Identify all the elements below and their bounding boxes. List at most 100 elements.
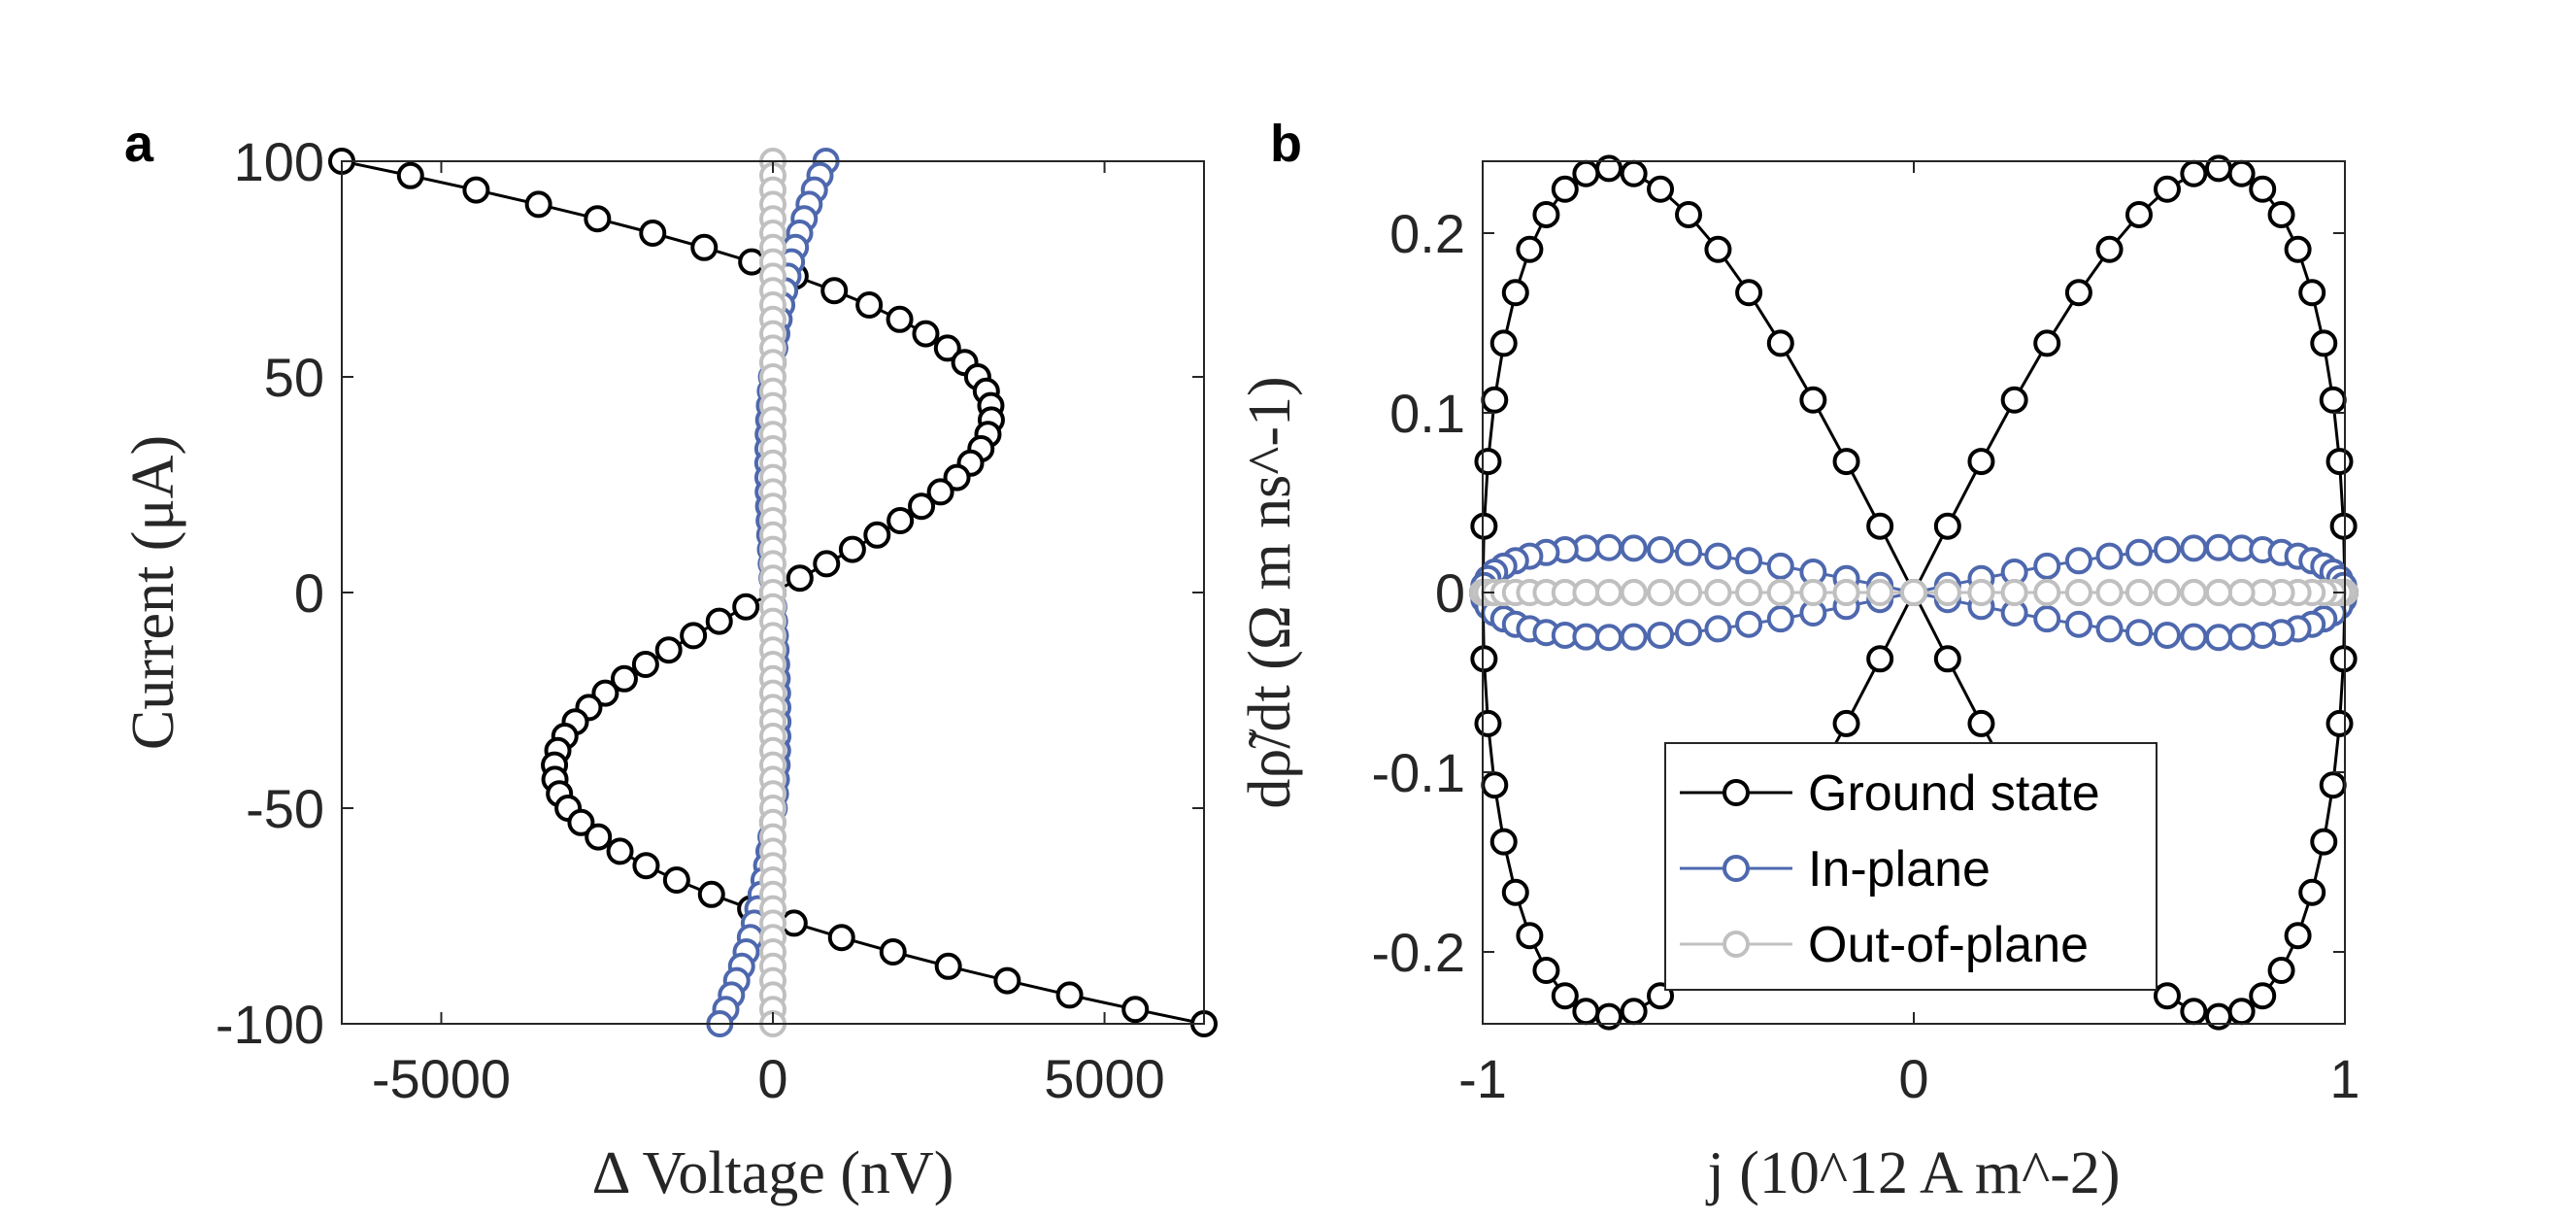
b-point-out-of-plane bbox=[1704, 579, 1732, 606]
a-point-ground-state bbox=[654, 636, 683, 664]
panel-b-ticks: -1 0 1 0.2 0.1 0 -0.1 -0.2 bbox=[1372, 161, 2360, 1109]
b-point-in-plane bbox=[2064, 610, 2092, 638]
panel-a-xlabel: Δ Voltage (nV) bbox=[592, 1140, 954, 1206]
b-point-ground-state bbox=[1501, 279, 1529, 307]
b-point-ground-state bbox=[2124, 200, 2153, 228]
b-point-out-of-plane bbox=[1900, 579, 1927, 606]
a-point-ground-state bbox=[705, 607, 733, 635]
b-point-in-plane bbox=[1704, 542, 1732, 570]
b-point-ground-state bbox=[2227, 159, 2256, 187]
a-point-ground-state bbox=[926, 478, 954, 506]
a-point-ground-state bbox=[933, 334, 961, 362]
b-point-out-of-plane bbox=[2153, 579, 2181, 606]
b-point-in-plane bbox=[1766, 605, 1794, 633]
b-point-out-of-plane bbox=[2204, 579, 2232, 606]
b-point-out-of-plane bbox=[1620, 579, 1648, 606]
a-ytick-label: -100 bbox=[216, 994, 324, 1055]
b-point-ground-state bbox=[1832, 709, 1860, 737]
a-point-ground-state bbox=[855, 291, 884, 319]
b-point-out-of-plane bbox=[2000, 579, 2028, 606]
b-point-ground-state bbox=[2267, 200, 2295, 228]
a-point-ground-state bbox=[863, 521, 891, 549]
b-point-in-plane bbox=[1675, 619, 1703, 647]
b-point-in-plane bbox=[2064, 547, 2092, 575]
a-point-ground-state bbox=[820, 277, 849, 305]
b-point-in-plane bbox=[2033, 552, 2061, 580]
a-point-ground-state bbox=[396, 161, 424, 189]
legend-marker bbox=[1723, 779, 1750, 806]
b-point-ground-state bbox=[2329, 512, 2358, 540]
b-point-in-plane bbox=[2095, 615, 2124, 643]
b-ytick-label: 0 bbox=[1435, 562, 1465, 624]
a-point-ground-state bbox=[827, 924, 855, 952]
b-point-ground-state bbox=[1516, 235, 1544, 263]
a-ytick-label: 50 bbox=[264, 347, 324, 408]
a-point-ground-state bbox=[584, 205, 612, 233]
panel-a-label: a bbox=[124, 115, 154, 173]
panel-a-series bbox=[328, 148, 1218, 1037]
a-point-ground-state bbox=[908, 492, 936, 521]
a-point-ground-state bbox=[639, 220, 667, 247]
b-point-out-of-plane bbox=[1832, 579, 1860, 606]
a-point-ground-state bbox=[943, 463, 971, 491]
a-point-ground-state bbox=[912, 320, 940, 348]
a-point-ground-state bbox=[585, 823, 613, 851]
a-point-ground-state bbox=[887, 507, 915, 534]
b-point-in-plane bbox=[1595, 533, 1623, 561]
b-point-out-of-plane bbox=[2095, 579, 2124, 606]
b-point-out-of-plane bbox=[2227, 579, 2256, 606]
b-point-in-plane bbox=[2124, 538, 2153, 566]
legend: Ground state In-plane Out-of-plane bbox=[1664, 742, 2158, 991]
a-point-ground-state bbox=[524, 190, 552, 219]
b-point-ground-state bbox=[1572, 998, 1600, 1026]
b-point-ground-state bbox=[1572, 159, 1600, 187]
b-point-ground-state bbox=[2298, 279, 2326, 307]
b-point-ground-state bbox=[1647, 175, 1675, 203]
b-point-in-plane bbox=[1620, 534, 1648, 562]
b-point-ground-state bbox=[1489, 828, 1518, 856]
b-point-in-plane bbox=[2124, 619, 2153, 647]
b-point-ground-state bbox=[1489, 329, 1518, 357]
b-point-ground-state bbox=[1470, 512, 1498, 540]
b-point-ground-state bbox=[2310, 828, 2338, 856]
b-point-out-of-plane bbox=[2124, 579, 2153, 606]
a-ytick-label: 100 bbox=[234, 131, 324, 192]
b-point-ground-state bbox=[2204, 1002, 2232, 1031]
b-point-out-of-plane bbox=[1595, 579, 1623, 606]
b-point-in-plane bbox=[2204, 624, 2232, 652]
a-point-ground-state bbox=[680, 622, 708, 650]
b-ytick-label: 0.2 bbox=[1389, 203, 1465, 264]
panel-a-ticks: -5000 0 5000 100 50 0 -50 -100 bbox=[216, 131, 1204, 1109]
a-point-ground-state bbox=[690, 233, 719, 261]
a-point-ground-state bbox=[662, 866, 690, 894]
b-point-in-plane bbox=[2180, 623, 2208, 651]
b-point-ground-state bbox=[1470, 645, 1498, 673]
b-point-ground-state bbox=[2033, 329, 2061, 357]
a-point-ground-state bbox=[732, 593, 760, 621]
b-point-ground-state bbox=[2000, 386, 2028, 414]
a-point-ground-state bbox=[1121, 996, 1150, 1024]
b-point-ground-state bbox=[2310, 329, 2338, 357]
b-point-ground-state bbox=[2319, 386, 2347, 414]
b-point-out-of-plane bbox=[1572, 579, 1600, 606]
b-ytick-label: -0.1 bbox=[1372, 742, 1466, 803]
legend-label: In-plane bbox=[1808, 841, 1991, 898]
b-point-ground-state bbox=[2325, 448, 2354, 476]
panel-b-ylabel: dρ̃/dt (Ω m ns^-1) bbox=[1237, 376, 1303, 808]
b-point-ground-state bbox=[1832, 448, 1860, 476]
a-xtick-label: 5000 bbox=[1044, 1048, 1165, 1109]
b-point-ground-state bbox=[1735, 279, 1763, 307]
b-point-in-plane bbox=[1735, 547, 1763, 575]
b-point-in-plane bbox=[1704, 615, 1732, 643]
b-point-ground-state bbox=[1933, 645, 1961, 673]
b-ytick-label: -0.2 bbox=[1372, 922, 1466, 983]
panel-a: a -5000 0 5000 100 50 0 -50 -100 Δ Voltage (nV)… bbox=[120, 115, 1218, 1206]
b-point-ground-state bbox=[1967, 709, 1995, 737]
b-ytick-label: 0.1 bbox=[1389, 383, 1465, 444]
a-point-ground-state bbox=[838, 535, 866, 563]
b-point-ground-state bbox=[1704, 235, 1732, 263]
b-point-in-plane bbox=[2033, 605, 2061, 633]
b-point-out-of-plane bbox=[1866, 579, 1894, 606]
b-point-ground-state bbox=[1675, 200, 1703, 228]
b-point-ground-state bbox=[1532, 957, 1560, 985]
